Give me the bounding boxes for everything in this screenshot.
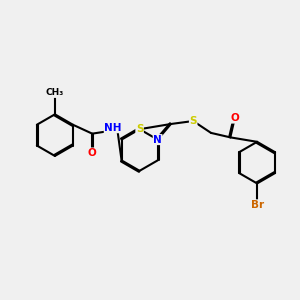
Text: CH₃: CH₃	[46, 88, 64, 98]
Text: S: S	[189, 116, 197, 126]
Text: NH: NH	[104, 123, 122, 133]
Text: O: O	[88, 148, 97, 158]
Text: N: N	[153, 135, 162, 145]
Text: O: O	[230, 113, 239, 123]
Text: S: S	[136, 124, 143, 134]
Text: Br: Br	[250, 200, 264, 210]
